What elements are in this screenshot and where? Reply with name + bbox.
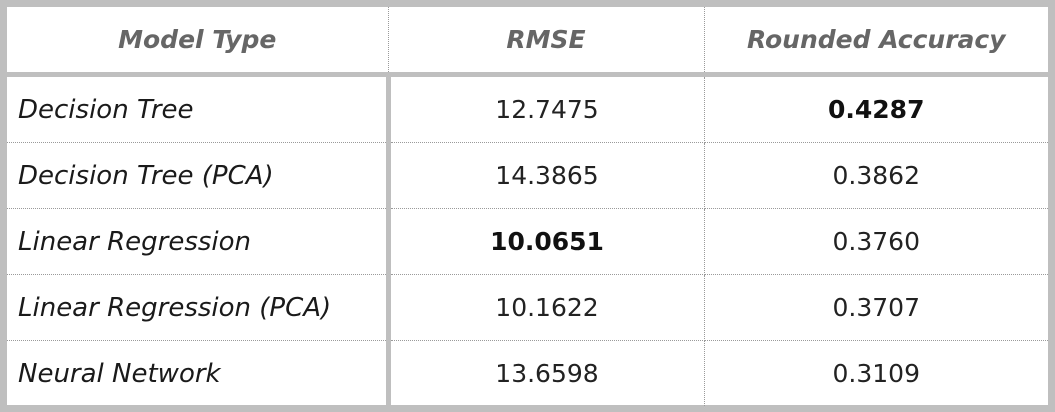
table-row: Decision Tree (PCA) 14.3865 0.3862 bbox=[7, 142, 1048, 209]
header-rmse: RMSE bbox=[388, 7, 705, 77]
accuracy-cell: 0.4287 bbox=[704, 74, 1048, 143]
table-header: Model Type RMSE Rounded Accuracy bbox=[7, 7, 1048, 77]
header-rounded-accuracy: Rounded Accuracy bbox=[704, 7, 1048, 77]
rmse-cell: 13.6598 bbox=[388, 340, 705, 406]
table-row: Neural Network 13.6598 0.3109 bbox=[7, 340, 1048, 406]
accuracy-cell: 0.3862 bbox=[704, 142, 1048, 209]
accuracy-cell: 0.3707 bbox=[704, 274, 1048, 341]
accuracy-cell: 0.3760 bbox=[704, 208, 1048, 275]
rmse-cell: 10.1622 bbox=[388, 274, 705, 341]
model-type-cell: Neural Network bbox=[7, 340, 391, 406]
table-row: Decision Tree 12.7475 0.4287 bbox=[7, 74, 1048, 143]
rmse-cell: 12.7475 bbox=[388, 74, 705, 143]
model-type-cell: Decision Tree bbox=[7, 74, 391, 143]
header-row: Model Type RMSE Rounded Accuracy bbox=[7, 7, 1048, 77]
header-model-type: Model Type bbox=[7, 7, 389, 77]
accuracy-cell: 0.3109 bbox=[832, 359, 920, 388]
table-row: Linear Regression 10.0651 0.3760 bbox=[7, 208, 1048, 275]
model-results-table: Model Type RMSE Rounded Accuracy Decisio… bbox=[7, 7, 1048, 406]
table-body: Decision Tree 12.7475 0.4287 Decision Tr… bbox=[7, 74, 1048, 406]
model-type-cell: Linear Regression (PCA) bbox=[7, 274, 391, 341]
table-row: Linear Regression (PCA) 10.1622 0.3707 bbox=[7, 274, 1048, 341]
rmse-cell: 14.3865 bbox=[388, 142, 705, 209]
rmse-cell: 10.0651 bbox=[388, 208, 705, 275]
model-type-cell: Decision Tree (PCA) bbox=[7, 142, 391, 209]
model-type-cell: Linear Regression bbox=[7, 208, 391, 275]
